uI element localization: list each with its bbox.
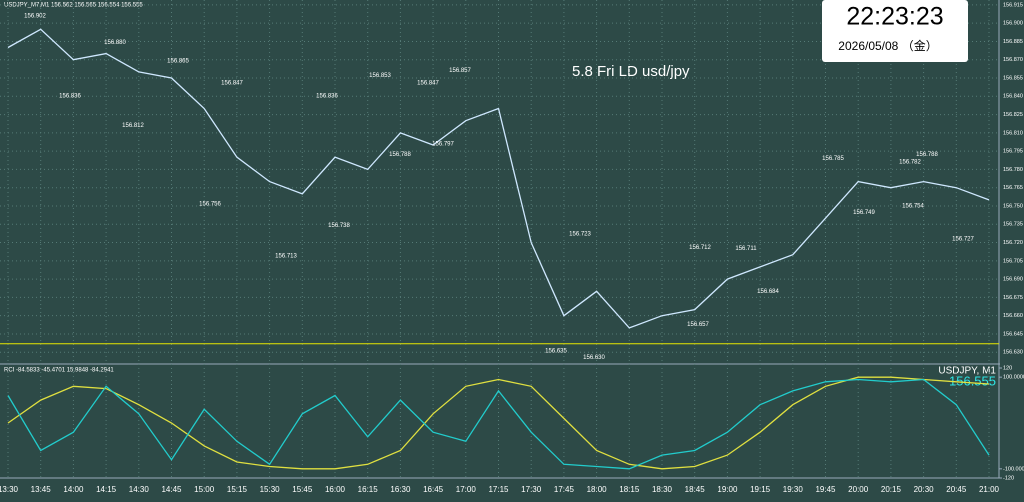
price-annotation: 156.865 [167,58,189,64]
price-annotation: 156.738 [328,223,350,229]
x-tick-label: 20:15 [881,485,902,494]
price-annotation: 156.754 [902,204,924,210]
y-tick-label: 156.720 [1003,240,1023,246]
x-tick-label: 19:00 [717,485,738,494]
x-tick-label: 13:30 [0,485,19,494]
price-annotation: 156.880 [104,40,126,46]
clock-time: 22:23:23 [846,3,943,31]
y-tick-label: 156.645 [1003,331,1023,337]
price-annotation: 156.847 [221,80,243,86]
x-tick-label: 17:00 [456,485,477,494]
x-tick-label: 21:00 [979,485,1000,494]
y-tick-label: 156.735 [1003,222,1023,228]
x-tick-label: 16:15 [358,485,379,494]
x-tick-label: 19:15 [750,485,771,494]
y-tick-label: 156.795 [1003,149,1023,155]
x-tick-label: 13:45 [31,485,52,494]
price-annotation: 156.782 [899,160,921,166]
x-tick-label: 14:15 [96,485,117,494]
chart-title: 5.8 Fri LD usd/jpy [572,63,690,80]
y-tick-label: 156.915 [1003,2,1023,8]
price-annotation: 156.797 [432,141,454,147]
y-tick-label: 156.765 [1003,185,1023,191]
symbol-label: USDJPY, M1 [938,366,996,377]
y-tick-label: 156.705 [1003,258,1023,264]
x-tick-label: 18:30 [652,485,673,494]
x-tick-label: 16:00 [325,485,346,494]
price-annotation: 156.749 [853,210,875,216]
x-tick-label: 19:30 [783,485,804,494]
x-tick-label: 20:30 [914,485,935,494]
price-annotation: 156.788 [389,152,411,158]
price-annotation: 156.785 [822,156,844,162]
x-tick-label: 18:15 [619,485,640,494]
x-tick-label: 18:45 [685,485,706,494]
price-annotation: 156.857 [449,68,471,74]
x-tick-label: 17:15 [488,485,509,494]
x-tick-label: 15:30 [260,485,281,494]
x-tick-label: 16:30 [390,485,411,494]
price-annotation: 156.635 [545,349,567,355]
y-tick-label: 156.780 [1003,167,1023,173]
x-tick-label: 15:45 [292,485,313,494]
x-tick-label: 14:45 [161,485,182,494]
price-annotation: 156.812 [122,123,144,129]
price-annotation: 156.723 [569,231,591,237]
price-annotation: 156.711 [735,246,757,252]
y-tick-label: -120 [1003,475,1014,481]
price-annotation: 156.847 [417,80,439,86]
y-tick-label: -100.0000 [1003,466,1024,472]
y-tick-label: 156.690 [1003,277,1023,283]
price-annotation: 156.853 [369,73,391,79]
x-tick-label: 14:30 [129,485,150,494]
price-line [7,28,990,329]
x-tick-label: 15:15 [227,485,248,494]
last-price: 156.555 [949,373,996,388]
price-annotation: 156.788 [916,152,938,158]
x-tick-label: 17:45 [554,485,575,494]
y-tick-label: 156.630 [1003,350,1023,356]
y-tick-label: 156.660 [1003,313,1023,319]
symbol-info: USDJPY_M7,M1 156.562 156.565 156.554 156… [4,3,143,9]
x-tick-label: 17:30 [521,485,542,494]
y-tick-label: 156.870 [1003,57,1023,63]
price-annotation: 156.727 [952,237,974,243]
price-annotation: 156.712 [689,245,711,251]
y-tick-label: 156.855 [1003,75,1023,81]
price-annotation: 156.630 [583,355,605,361]
y-tick-label: 156.750 [1003,203,1023,209]
price-annotation: 156.836 [316,94,338,100]
clock-date: 2026/05/08 （金） [838,38,937,53]
indicator-line [7,378,990,470]
y-tick-label: 156.825 [1003,112,1023,118]
y-tick-label: 156.810 [1003,130,1023,136]
price-annotation: 156.684 [757,289,779,295]
x-tick-label: 18:00 [587,485,608,494]
y-tick-label: 156.900 [1003,21,1023,27]
y-tick-label: 156.675 [1003,295,1023,301]
y-tick-label: 100.0000 [1003,375,1024,381]
x-tick-label: 20:00 [848,485,869,494]
x-tick-label: 19:45 [815,485,836,494]
price-annotation: 156.713 [275,254,297,260]
indicator-title: RCI -84.5833 -45.4701 15.9848 -84.2941 [4,368,114,374]
x-tick-label: 20:45 [946,485,967,494]
indicator-line [7,376,990,470]
clock-box [822,0,968,62]
x-tick-label: 15:00 [194,485,215,494]
y-tick-label: 156.840 [1003,94,1023,100]
price-annotation: 156.657 [687,322,709,328]
clock: 22:23:23 2026/05/08 （金） [822,0,968,62]
price-annotation: 156.902 [24,13,46,19]
y-tick-label: 156.885 [1003,39,1023,45]
x-tick-label: 14:00 [63,485,84,494]
x-tick-label: 16:45 [423,485,444,494]
price-annotation: 156.756 [199,201,221,207]
y-tick-label: 120 [1003,365,1012,371]
price-annotation: 156.836 [59,94,81,100]
